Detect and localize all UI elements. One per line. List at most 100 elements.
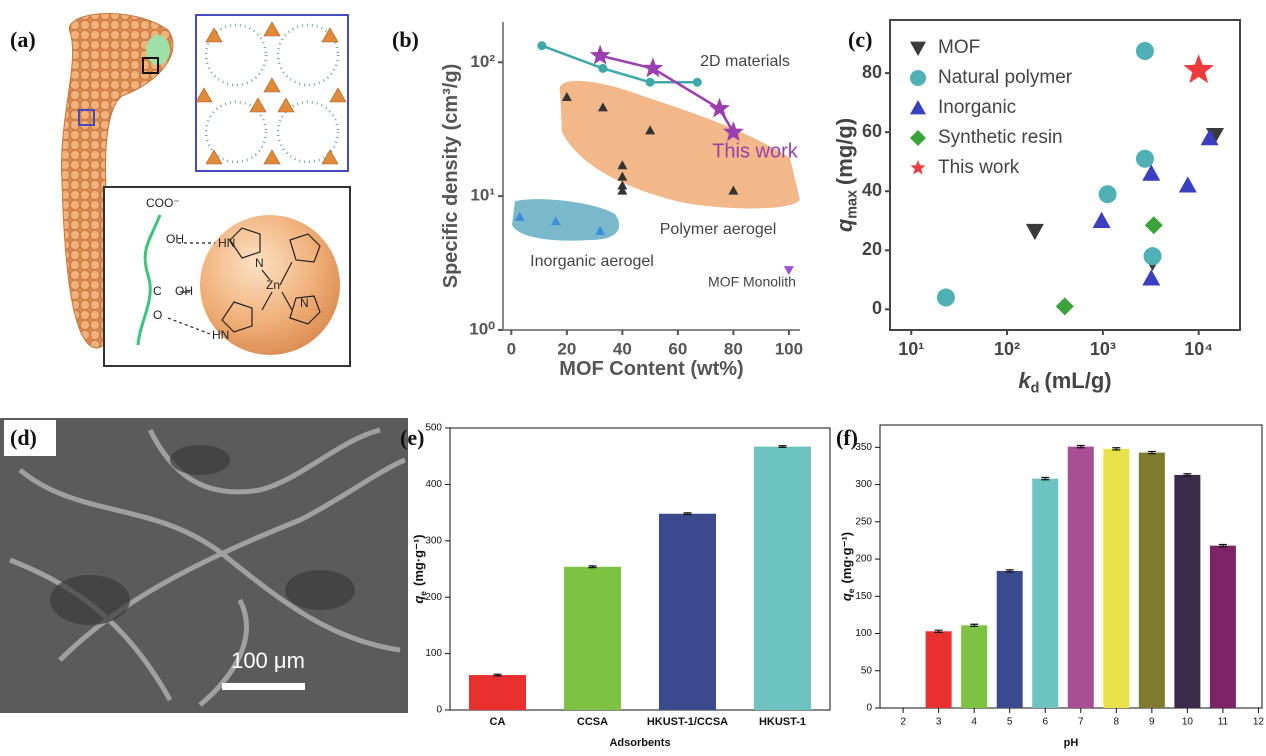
- legend-label: Natural polymer: [938, 67, 1073, 88]
- y-tick-label: 0: [866, 703, 872, 714]
- series-line: [542, 46, 697, 82]
- point: [537, 41, 546, 50]
- y-tick-label: 10⁰: [469, 319, 495, 338]
- panel-label: (b): [392, 27, 419, 52]
- x-tick-label: HKUST-1/CCSA: [647, 716, 728, 728]
- bar: [926, 631, 952, 708]
- bar: [469, 675, 526, 710]
- bar: [1174, 475, 1200, 708]
- y-tick-label: 150: [855, 591, 872, 602]
- point: [1099, 185, 1117, 203]
- bar: [1032, 479, 1058, 708]
- chem-label: COO⁻: [146, 196, 180, 210]
- x-tick-label: 20: [557, 339, 576, 358]
- y-tick-label: 250: [855, 516, 872, 527]
- x-tick-label: 10²: [994, 339, 1020, 359]
- point: [590, 45, 611, 65]
- y-axis-label: qe(mg·g⁻¹): [839, 532, 856, 601]
- bar: [1068, 447, 1094, 708]
- point: [1142, 269, 1160, 285]
- chem-label: Zn: [266, 278, 280, 292]
- series-annotation: Polymer aerogel: [660, 221, 777, 238]
- panel-label: (e): [400, 425, 424, 450]
- error-bar: [1041, 478, 1049, 480]
- x-axis-label: pH: [1064, 737, 1079, 749]
- label-unit: (mg/g): [832, 118, 857, 185]
- x-axis-label: Adsorbents: [609, 737, 670, 749]
- x-tick-label: HKUST-1: [759, 716, 806, 728]
- y-tick-label: 20: [862, 239, 882, 259]
- scale-bar: [222, 683, 305, 690]
- label-symbol: q: [839, 593, 854, 601]
- legend-marker: [910, 160, 925, 175]
- y-tick-label: 100: [425, 648, 442, 659]
- label-symbol: q: [832, 218, 857, 232]
- chem-label: HN: [212, 328, 229, 342]
- point: [1184, 54, 1214, 83]
- x-tick-label: 10³: [1090, 339, 1116, 359]
- bar: [564, 567, 621, 710]
- x-tick-label: 40: [613, 339, 632, 358]
- y-tick-label: 10²: [470, 52, 495, 71]
- x-tick-label: 10¹: [898, 339, 924, 359]
- x-axis-label: kd(mL/g): [1018, 368, 1111, 397]
- point: [709, 98, 730, 118]
- panel-d: (d) 100 μm: [0, 418, 408, 713]
- x-tick-label: 2: [900, 717, 906, 728]
- label-unit: (mg·g⁻¹): [411, 534, 426, 586]
- x-tick-label: CCSA: [577, 716, 608, 728]
- point: [1136, 42, 1154, 60]
- y-tick-label: 350: [855, 442, 872, 453]
- x-tick-label: 4: [971, 717, 977, 728]
- series-annotation: MOF Monolith: [708, 274, 796, 290]
- bar: [1139, 453, 1165, 708]
- point: [693, 78, 702, 87]
- chem-label: O: [153, 308, 162, 322]
- scale-bar-label: 100 μm: [231, 648, 305, 673]
- legend-marker: [910, 130, 926, 146]
- panel-label: (a): [10, 27, 36, 52]
- x-tick-label: 8: [1114, 717, 1120, 728]
- x-tick-label: 6: [1042, 717, 1048, 728]
- y-tick-label: 400: [425, 479, 442, 490]
- y-tick-label: 80: [862, 62, 882, 82]
- series-annotation: This work: [712, 140, 799, 162]
- y-axis-label: Specific density (cm³/g): [440, 64, 462, 289]
- bar: [659, 514, 716, 710]
- point: [646, 78, 655, 87]
- chem-label: HN: [218, 236, 235, 250]
- x-tick-label: 9: [1149, 717, 1155, 728]
- error-bar: [1077, 445, 1085, 447]
- legend-label: Synthetic resin: [938, 127, 1063, 148]
- y-tick-label: 60: [862, 121, 882, 141]
- y-tick-label: 500: [425, 423, 442, 434]
- label-subscript: e: [846, 588, 856, 593]
- x-tick-label: CA: [490, 716, 506, 728]
- y-tick-label: 300: [425, 535, 442, 546]
- chem-label: C: [153, 284, 162, 298]
- chem-label: OH: [175, 284, 193, 298]
- legend-label: MOF: [938, 37, 980, 58]
- panel-a: (a) COO⁻ OH HN N Zn C OH O HN N: [10, 14, 350, 366]
- y-tick-label: 50: [861, 665, 873, 676]
- label-subscript: e: [418, 591, 428, 596]
- point: [1145, 216, 1163, 234]
- legend-marker: [910, 42, 926, 56]
- label-subscript: d: [1031, 380, 1040, 396]
- legend-label: This work: [938, 157, 1020, 178]
- point: [642, 57, 663, 77]
- x-tick-label: 10: [1182, 717, 1194, 728]
- legend-marker: [910, 100, 926, 114]
- y-tick-label: 0: [436, 705, 442, 716]
- point: [598, 64, 607, 73]
- label-text: Specific density (cm³/g): [440, 64, 462, 289]
- series-annotation: Inorganic aerogel: [530, 253, 654, 270]
- x-tick-label: 80: [724, 339, 743, 358]
- point: [1026, 224, 1044, 240]
- x-axis-label: MOF Content (wt%): [559, 358, 743, 380]
- label-subscript: max: [844, 190, 860, 219]
- figure: (a) COO⁻ OH HN N Zn C OH O HN N: [0, 0, 1266, 751]
- series-annotation: 2D materials: [700, 53, 790, 70]
- bar: [754, 447, 811, 710]
- label-text: Adsorbents: [609, 737, 670, 749]
